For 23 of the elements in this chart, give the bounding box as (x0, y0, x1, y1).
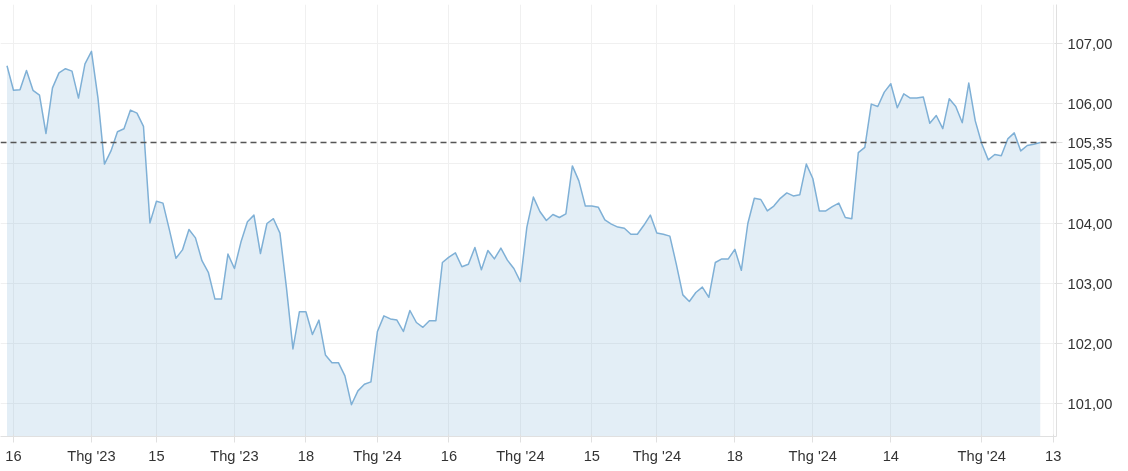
x-tick-label: 18 (297, 447, 315, 464)
x-tick-label: 18 (726, 447, 743, 464)
y-tick-label: 103,00 (1067, 275, 1113, 292)
y-tick-label: 105,00 (1067, 155, 1113, 172)
x-tick-label: 16 (5, 447, 22, 464)
y-tick-label: 101,00 (1067, 395, 1113, 412)
x-tick-label: Thg '24 (353, 447, 402, 464)
x-tick-label: Thg '24 (957, 447, 1006, 464)
x-tick-label: 13 (1045, 447, 1062, 464)
x-tick-label: Thg '24 (632, 447, 682, 464)
y-tick-label: 104,00 (1067, 215, 1113, 232)
x-tick-label: 15 (583, 447, 601, 464)
x-tick-label: Thg '23 (210, 447, 259, 464)
x-tick-label: 16 (440, 447, 458, 464)
x-tick-label: Thg '23 (67, 447, 116, 464)
x-tick-label: 15 (148, 447, 165, 464)
ref-line-label: 105,35 (1067, 134, 1113, 151)
x-tick-label: Thg '24 (496, 447, 545, 464)
x-tick-label: Thg '24 (788, 447, 838, 464)
x-tick-label: 14 (882, 447, 899, 464)
y-tick-label: 106,00 (1067, 95, 1113, 112)
y-tick-label: 102,00 (1067, 335, 1113, 352)
y-tick-label: 107,00 (1067, 35, 1113, 52)
